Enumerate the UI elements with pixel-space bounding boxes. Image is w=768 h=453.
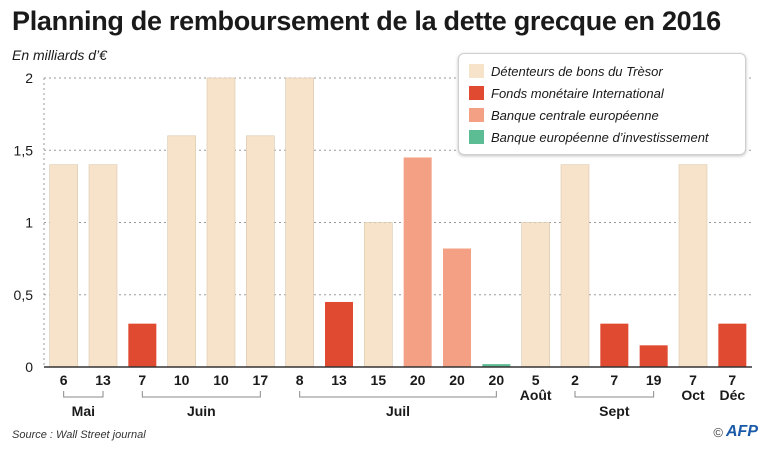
x-month-label: Juil [386,403,410,419]
x-tick-label-day: 15 [371,372,387,388]
x-tick-label-day: 6 [60,372,68,388]
legend-label-tresor: Détenteurs de bons du Trèsor [491,63,663,79]
bar-bei [482,364,511,367]
x-month-label: Août [520,387,552,403]
legend-item-bce: Banque centrale européenne [469,106,659,124]
copyright-symbol: © [713,424,723,440]
x-tick-label-day: 20 [449,372,465,388]
bars [49,77,747,368]
month-bracket [63,391,104,398]
legend-item-tresor: Détenteurs de bons du Trèsor [469,62,663,80]
x-month-label: Déc [719,387,745,403]
bar-tresor [560,164,590,368]
x-tick-label-day: 7 [610,372,618,388]
bar-fmi [128,323,157,367]
bar-tresor [521,222,550,368]
bar-bce [443,248,471,367]
x-tick-label-day: 5 [532,372,540,388]
chart-title: Planning de remboursement de la dette gr… [12,6,721,36]
bar-tresor [167,135,196,368]
bar-tresor [246,135,275,368]
x-month-label: Juin [187,403,216,419]
y-tick-label: 1 [25,215,33,231]
legend-item-fmi: Fonds monétaire International [469,84,664,102]
x-tick-label-day: 7 [138,372,146,388]
x-tick-label-day: 13 [331,372,347,388]
month-bracket [299,391,497,398]
bar-fmi [718,323,747,367]
y-axis-unit-label: En milliards d’€ [12,47,107,63]
bar-tresor [285,77,314,368]
tick-labels: 0 0,5 1 1,5 2 6 13 7 10 10 17 8 13 15 20 20 20 5 2 7 19 7 7 Mai… [14,70,746,419]
bar-bce [403,157,432,367]
legend-swatch-bei [469,130,484,144]
credit: © AFP [713,423,758,441]
bar-tresor [88,164,118,368]
bar-fmi [600,323,629,367]
x-tick-label-day: 19 [646,372,662,388]
x-tick-label-day: 7 [689,372,697,388]
bar-fmi [639,345,668,367]
y-tick-label: 0 [25,359,33,375]
x-tick-label-day: 20 [410,372,426,388]
legend-label-fmi: Fonds monétaire International [491,85,664,101]
y-tick-label: 1,5 [14,142,34,158]
x-tick-label-day: 10 [174,372,190,388]
x-tick-label-day: 7 [728,372,736,388]
legend-label-bei: Banque européenne d’investissement [491,129,709,145]
legend-swatch-fmi [469,86,484,100]
legend-swatch-bce [469,108,484,122]
y-tick-label: 0,5 [14,287,34,303]
bar-fmi [325,301,353,367]
legend: Détenteurs de bons du Trèsor Fonds monét… [458,53,746,155]
x-tick-label-day: 17 [253,372,269,388]
axes [43,78,752,398]
bar-tresor [206,77,236,368]
x-month-label: Sept [599,403,630,419]
x-tick-label-day: 13 [95,372,111,388]
month-bracket [141,391,261,398]
x-tick-label-day: 2 [571,372,579,388]
x-month-label: Mai [72,403,95,419]
legend-label-bce: Banque centrale européenne [491,107,659,123]
bar-tresor [49,164,78,368]
x-tick-label-day: 8 [296,372,304,388]
bar-tresor [678,164,708,368]
legend-item-bei: Banque européenne d’investissement [469,128,709,146]
bar-tresor [364,222,393,368]
x-tick-label-day: 20 [489,372,505,388]
x-tick-label-day: 10 [213,372,229,388]
source-note: Source : Wall Street journal [12,429,146,441]
legend-swatch-tresor [469,64,484,78]
afp-logo: AFP [726,423,758,440]
x-month-label: Oct [681,387,705,403]
month-bracket [574,391,655,398]
y-tick-label: 2 [25,70,33,86]
